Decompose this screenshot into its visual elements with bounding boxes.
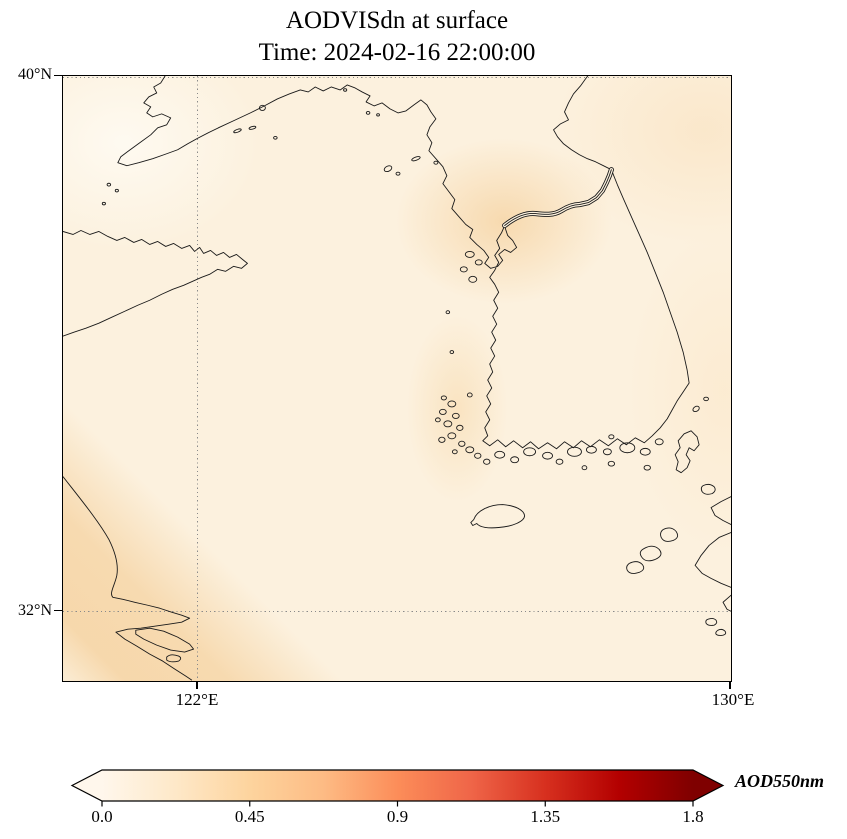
gridline-32n xyxy=(63,611,731,612)
colorbar-title: AOD550nm xyxy=(735,771,825,791)
yangtze-north-bank xyxy=(63,476,193,681)
figure-title: AODVISdn at surface xyxy=(285,7,509,34)
small-islands xyxy=(101,88,709,471)
lat-label-32n: 32°N xyxy=(18,602,52,619)
colorbar-tick-09: 0.9 xyxy=(386,807,409,826)
ytick-32n xyxy=(54,610,62,612)
lon-label-130e: 130°E xyxy=(711,690,755,709)
colorbar xyxy=(70,769,725,807)
mainland-coastline xyxy=(117,76,690,450)
kyushu-coast-1 xyxy=(710,496,731,525)
shandong-coastline xyxy=(63,230,248,337)
dmz-border-fill xyxy=(502,167,614,228)
gridline-40n xyxy=(63,76,731,78)
estuary-islet xyxy=(166,654,182,663)
coastlines-svg xyxy=(63,76,731,681)
dmz-border-center xyxy=(504,169,612,226)
xtick-130e xyxy=(729,682,731,689)
kyushu-coast-3 xyxy=(722,594,731,612)
colorbar-tick-045: 0.45 xyxy=(234,807,265,826)
iki-island xyxy=(700,483,716,495)
gridline-122e xyxy=(197,76,198,681)
map-panel xyxy=(62,75,732,682)
kyushu-coast-2 xyxy=(694,532,731,588)
jeju-island xyxy=(470,504,526,529)
goto-islands xyxy=(626,527,679,574)
colorbar-tick-18: 1.8 xyxy=(682,807,704,826)
chongming-island xyxy=(135,627,195,653)
lat-label-40n: 40°N xyxy=(18,66,52,83)
figure-subtitle: Time: 2024-02-16 22:00:00 xyxy=(258,39,536,66)
colorbar-tick-0: 0.0 xyxy=(91,807,113,826)
xtick-122e xyxy=(196,682,198,689)
kyushu-south-islets xyxy=(705,617,727,636)
colorbar-ticks xyxy=(101,801,694,807)
colorbar-gradient-bar xyxy=(70,769,725,802)
colorbar-tick-135: 1.35 xyxy=(530,807,561,826)
ytick-40n xyxy=(54,74,62,76)
tsushima-island xyxy=(674,430,700,474)
lon-label-122e: 122°E xyxy=(175,690,219,709)
